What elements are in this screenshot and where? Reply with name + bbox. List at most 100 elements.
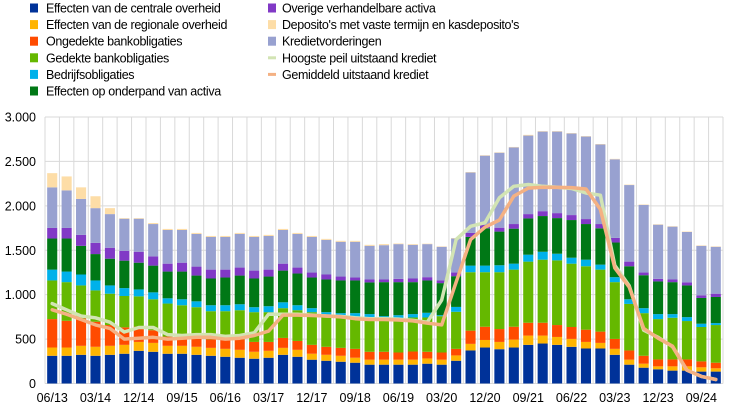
- bar-segment: [148, 299, 158, 330]
- bar-segment: [47, 270, 57, 281]
- bar-segment: [365, 318, 375, 352]
- bar-segment: [76, 355, 86, 384]
- bar-segment: [696, 295, 706, 298]
- bar-segment: [206, 237, 216, 270]
- bar-segment: [610, 349, 620, 355]
- bar-segment: [292, 268, 302, 274]
- bar-segment: [393, 365, 403, 384]
- bar-segment: [566, 347, 576, 384]
- bar-segment: [264, 342, 274, 351]
- bar-segment: [667, 359, 677, 366]
- bar-segment: [682, 285, 692, 317]
- bar-segment: [105, 208, 115, 214]
- bar-segment: [566, 258, 576, 264]
- bar-segment: [480, 348, 490, 384]
- bar-segment: [206, 270, 216, 279]
- bar-segment: [235, 339, 245, 350]
- bar-segment: [624, 360, 634, 365]
- bar-segment: [667, 366, 677, 370]
- bar-segment: [624, 185, 634, 262]
- bar-segment: [90, 347, 100, 356]
- bar-segment: [336, 316, 346, 348]
- bar-segment: [134, 342, 144, 351]
- x-tick-label: 12/14: [123, 391, 154, 405]
- bar-segment: [711, 368, 721, 371]
- bar-segment: [62, 356, 72, 384]
- bar-segment: [610, 277, 620, 282]
- legend-label: Gedekte bankobligaties: [46, 51, 169, 65]
- bar-segment: [350, 349, 360, 358]
- bar-segment: [134, 263, 144, 290]
- bar-segment: [494, 272, 504, 329]
- bar-segment: [667, 371, 677, 384]
- bar-segment: [177, 354, 187, 384]
- bar-segment: [595, 343, 605, 349]
- bar-segment: [249, 236, 259, 237]
- bar-segment: [653, 369, 663, 383]
- bar-segment: [206, 278, 216, 305]
- bar-segment: [336, 242, 346, 277]
- bar-segment: [292, 341, 302, 350]
- bar-segment: [639, 205, 649, 273]
- legend: Effecten van de centrale overheidEffecte…: [30, 2, 519, 99]
- bar-segment: [379, 320, 389, 352]
- bar-segment: [451, 312, 461, 349]
- bar-segment: [581, 330, 591, 342]
- bar-segment: [249, 237, 259, 271]
- y-tick-label: 3.000: [5, 111, 36, 125]
- bar-segment: [220, 278, 230, 306]
- bar-segment: [177, 346, 187, 354]
- bar-segment: [76, 246, 86, 275]
- bar-segment: [523, 345, 533, 384]
- bar-segment: [393, 243, 403, 244]
- x-tick-label: 12/20: [469, 391, 500, 405]
- bar-segment: [538, 216, 548, 252]
- bar-segment: [350, 280, 360, 313]
- bar-segment: [350, 241, 360, 242]
- bar-segment: [119, 261, 129, 288]
- bars: [47, 131, 721, 383]
- x-tick-label: 03/23: [599, 391, 630, 405]
- bar-segment: [321, 279, 331, 312]
- bar-segment: [639, 356, 649, 364]
- bar-segment: [321, 347, 331, 355]
- bar-segment: [47, 356, 57, 384]
- bar-segment: [191, 276, 201, 302]
- bar-segment: [134, 296, 144, 326]
- bar-segment: [667, 279, 677, 282]
- bar-segment: [451, 361, 461, 384]
- bar-segment: [321, 275, 331, 280]
- bar-segment: [408, 244, 418, 245]
- bar-segment: [379, 244, 389, 245]
- bar-segment: [47, 319, 57, 347]
- bar-segment: [595, 228, 605, 264]
- y-tick-label: 1.500: [5, 244, 36, 258]
- x-tick-label: 12/23: [642, 391, 673, 405]
- legend-swatch: [30, 4, 38, 13]
- bar-segment: [191, 347, 201, 355]
- bar-segment: [639, 273, 649, 276]
- bar-segment: [466, 350, 476, 383]
- bar-segment: [480, 266, 490, 273]
- bar-segment: [538, 323, 548, 336]
- bar-segment: [336, 280, 346, 313]
- bar-segment: [249, 307, 259, 312]
- bar-segment: [177, 229, 187, 230]
- bar-segment: [177, 230, 187, 263]
- bar-segment: [206, 339, 216, 348]
- bar-segment: [249, 352, 259, 359]
- legend-line-swatch: [268, 73, 276, 76]
- bar-segment: [307, 237, 317, 273]
- bar-segment: [292, 233, 302, 234]
- x-tick-label: 09/15: [166, 391, 197, 405]
- bar-segment: [610, 159, 620, 238]
- bar-segment: [696, 367, 706, 371]
- bar-segment: [523, 336, 533, 345]
- bar-segment: [422, 244, 432, 277]
- bar-segment: [711, 325, 721, 363]
- bar-segment: [696, 327, 706, 361]
- bar-segment: [538, 260, 548, 323]
- bar-segment: [163, 298, 173, 303]
- bar-segment: [292, 350, 302, 357]
- bar-segment: [552, 132, 562, 214]
